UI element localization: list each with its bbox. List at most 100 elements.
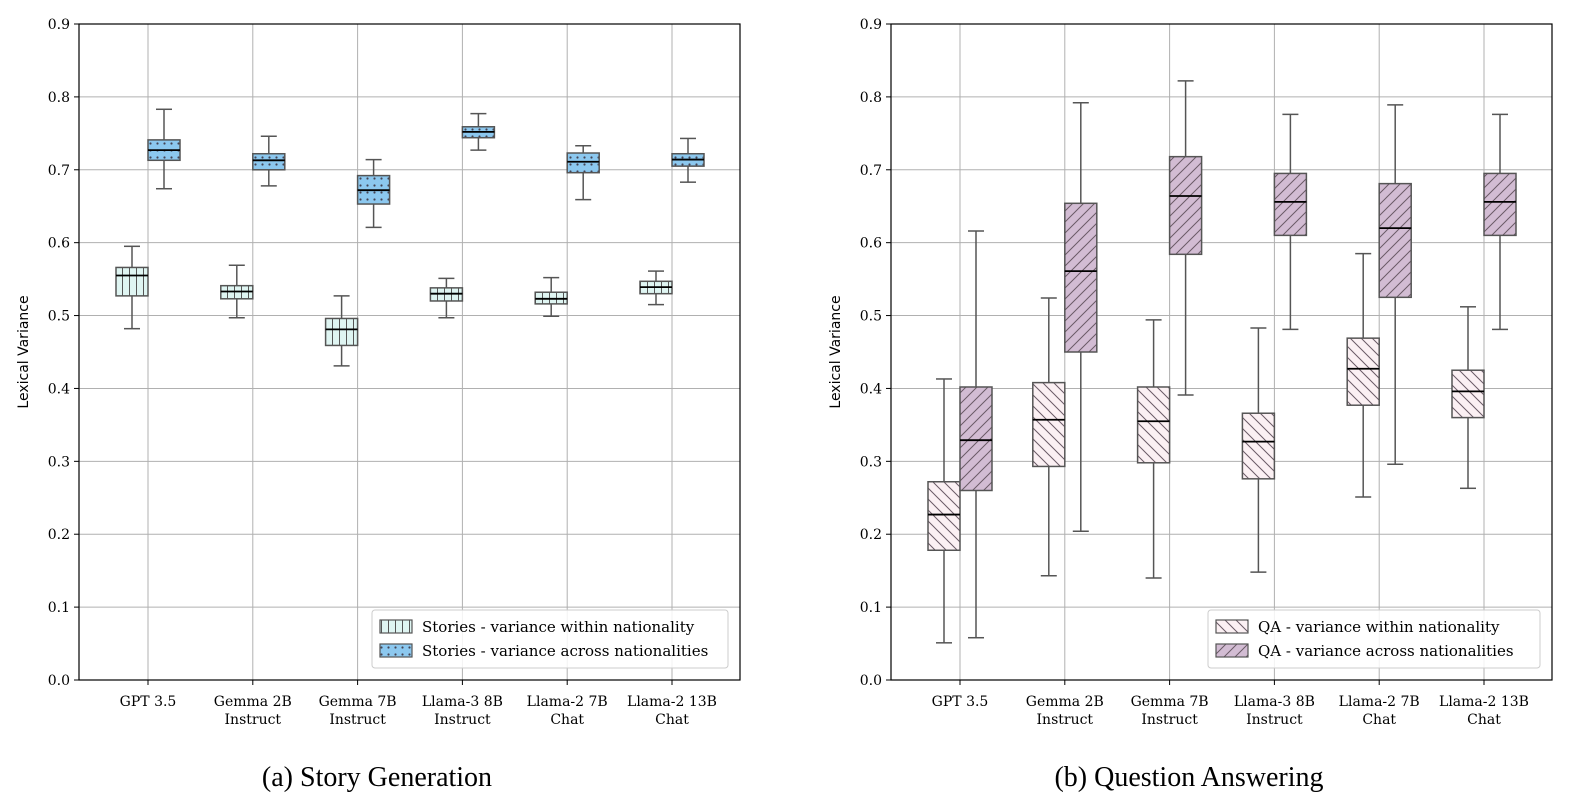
box-outline	[1483, 172, 1517, 237]
box-outline	[1378, 182, 1412, 299]
x-tick-label: Chat	[1467, 712, 1501, 728]
box-within	[1346, 252, 1380, 498]
x-tick-label: Llama-2 13B	[1439, 694, 1529, 710]
legend: Stories - variance within nationality Sto…	[371, 609, 729, 669]
y-axis-label: Lexical Variance	[828, 295, 844, 408]
box-outline	[1064, 202, 1098, 353]
box-outline	[1346, 337, 1380, 406]
legend-swatch-outline	[379, 619, 413, 634]
box-across	[1378, 104, 1412, 465]
box-across	[1064, 101, 1098, 533]
panel-question-answering: 0.0 0.1 0.2 0.3 0.4 0.5 0.6 0.7 0.8 0.9 GPT 3.5 Gem…	[828, 17, 1553, 793]
x-tick-label: Gemma 7B	[1131, 694, 1209, 710]
box-outline	[115, 266, 149, 297]
legend-entry: QA - variance across nationalities	[1258, 642, 1514, 660]
x-tick-label: Llama-2 7B	[1339, 694, 1420, 710]
y-tick-label: 0.1	[860, 600, 882, 616]
x-tick-label: Chat	[655, 712, 689, 728]
y-tick-label: 0.0	[48, 673, 70, 689]
y-tick-label: 0.0	[860, 673, 882, 689]
y-tick-label: 0.7	[860, 163, 882, 179]
box-outline	[1136, 386, 1171, 464]
box-across	[252, 135, 286, 187]
box-across	[461, 112, 496, 151]
x-tick-label: GPT 3.5	[120, 694, 177, 710]
legend-entry: Stories - variance across nationalities	[422, 642, 708, 660]
axes-frame	[890, 23, 1553, 681]
x-tick-label: Chat	[1362, 712, 1396, 728]
y-tick-label: 0.2	[48, 527, 70, 543]
box-outline	[959, 386, 993, 492]
box-across	[959, 230, 993, 639]
y-tick-label: 0.8	[48, 90, 70, 106]
legend-swatch-outline	[1215, 643, 1249, 658]
box-outline	[1273, 172, 1308, 237]
box-across	[566, 144, 600, 201]
y-tick-label: 0.6	[860, 236, 882, 252]
y-tick-label: 0.4	[48, 381, 70, 397]
box-within	[429, 277, 464, 319]
box-outline	[252, 152, 286, 171]
y-tick-label: 0.6	[48, 236, 70, 252]
y-tick-label: 0.5	[48, 309, 70, 325]
y-tick-label: 0.2	[860, 527, 882, 543]
x-tick-label: Instruct	[225, 712, 282, 728]
box-outline	[1451, 369, 1485, 419]
panel-caption: (b) Question Answering	[1054, 762, 1323, 793]
box-outline	[1241, 412, 1276, 480]
legend-swatch-outline	[379, 643, 413, 658]
legend-entry: QA - variance within nationality	[1258, 618, 1500, 636]
box-across	[1483, 113, 1517, 331]
panel-story-generation: 0.0 0.1 0.2 0.3 0.4 0.5 0.6 0.7 0.8 0.9 GPT 3.5 Gem…	[16, 17, 741, 793]
box-within	[220, 264, 254, 319]
x-tick-label: Llama-2 7B	[527, 694, 608, 710]
y-tick-label: 0.7	[48, 163, 70, 179]
box-within	[1136, 319, 1171, 579]
box-within	[1032, 297, 1066, 577]
box-outline	[566, 152, 600, 174]
x-tick-label: Llama-3 8B	[422, 694, 503, 710]
y-tick-label: 0.3	[860, 454, 882, 470]
y-tick-label: 0.9	[860, 17, 882, 33]
x-tick-label: Llama-2 13B	[627, 694, 717, 710]
y-tick-label: 0.1	[48, 600, 70, 616]
box-outline	[927, 480, 961, 552]
legend-swatch-outline	[1215, 619, 1249, 634]
box-outline	[1168, 155, 1203, 256]
y-axis-label: Lexical Variance	[16, 295, 32, 408]
box-within	[324, 295, 359, 367]
box-within	[115, 245, 149, 330]
y-tick-label: 0.5	[860, 309, 882, 325]
x-tick-label: Instruct	[1246, 712, 1303, 728]
box-across	[1168, 80, 1203, 396]
legend: QA - variance within nationality QA - var…	[1207, 609, 1541, 669]
x-tick-label: Gemma 2B	[214, 694, 292, 710]
y-tick-label: 0.8	[860, 90, 882, 106]
box-within	[1451, 306, 1485, 490]
box-within	[639, 270, 673, 306]
x-tick-label: Llama-3 8B	[1234, 694, 1315, 710]
box-within	[927, 378, 961, 644]
y-tick-label: 0.9	[48, 17, 70, 33]
x-tick-label: Instruct	[1141, 712, 1198, 728]
y-tick-label: 0.4	[860, 381, 882, 397]
y-tick-label: 0.3	[48, 454, 70, 470]
box-across	[147, 108, 181, 190]
x-tick-label: Gemma 7B	[319, 694, 397, 710]
x-tick-label: Instruct	[329, 712, 386, 728]
box-within	[1241, 327, 1276, 573]
box-within	[534, 276, 568, 318]
panel-caption: (a) Story Generation	[262, 762, 492, 793]
x-tick-label: Instruct	[1037, 712, 1094, 728]
legend-frame	[1207, 609, 1541, 669]
x-tick-label: Instruct	[434, 712, 491, 728]
x-tick-label: GPT 3.5	[932, 694, 989, 710]
box-outline	[324, 317, 359, 347]
box-across	[1273, 113, 1308, 331]
x-tick-label: Gemma 2B	[1026, 694, 1104, 710]
axes-frame	[78, 23, 741, 681]
x-tick-label: Chat	[550, 712, 584, 728]
legend-frame	[371, 609, 729, 669]
box-across	[671, 137, 705, 183]
